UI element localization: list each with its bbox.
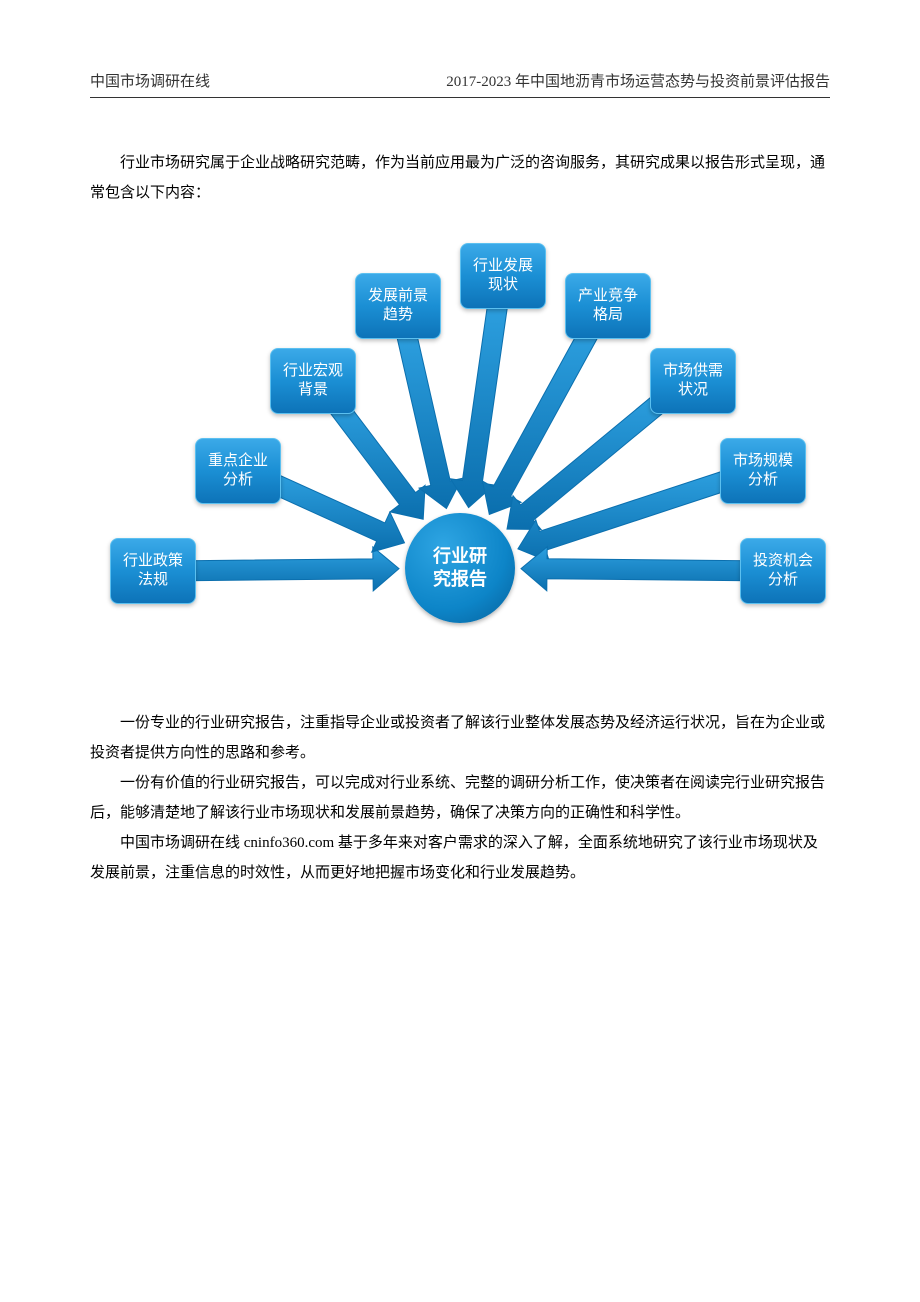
body-text: 一份专业的行业研究报告，注重指导企业或投资者了解该行业整体发展态势及经济运行状况… [90,708,830,888]
diagram-node: 行业政策法规 [110,538,196,604]
body-paragraph: 一份有价值的行业研究报告，可以完成对行业系统、完整的调研分析工作，使决策者在阅读… [90,768,830,828]
intro-paragraph: 行业市场研究属于企业战略研究范畴，作为当前应用最为广泛的咨询服务，其研究成果以报… [90,148,830,208]
body-paragraph: 中国市场调研在线 cninfo360.com 基于多年来对客户需求的深入了解，全… [90,828,830,888]
radial-diagram: 行业政策法规 重点企业分析 行业宏观背景 发展前景趋势行业发展现状产业竞争格局市场供需… [90,238,830,668]
diagram-node: 发展前景趋势 [355,273,441,339]
header-left: 中国市场调研在线 [90,70,210,91]
diagram-arrow [326,396,425,520]
header-right: 2017-2023 年中国地沥青市场运营态势与投资前景评估报告 [446,70,830,91]
diagram-node: 行业宏观背景 [270,348,356,414]
diagram-arrow [521,547,749,591]
diagram-node: 产业竞争格局 [565,273,651,339]
diagram-node: 市场供需状况 [650,348,736,414]
diagram-node: 行业发展现状 [460,243,546,309]
diagram-arrow [187,547,399,591]
diagram-node: 重点企业分析 [195,438,281,504]
body-paragraph: 一份专业的行业研究报告，注重指导企业或投资者了解该行业整体发展态势及经济运行状况… [90,708,830,768]
diagram-node: 市场规模分析 [720,438,806,504]
diagram-node: 投资机会分析 [740,538,826,604]
page-header: 中国市场调研在线 2017-2023 年中国地沥青市场运营态势与投资前景评估报告 [90,70,830,98]
diagram-center: 行业研究报告 [405,513,515,623]
